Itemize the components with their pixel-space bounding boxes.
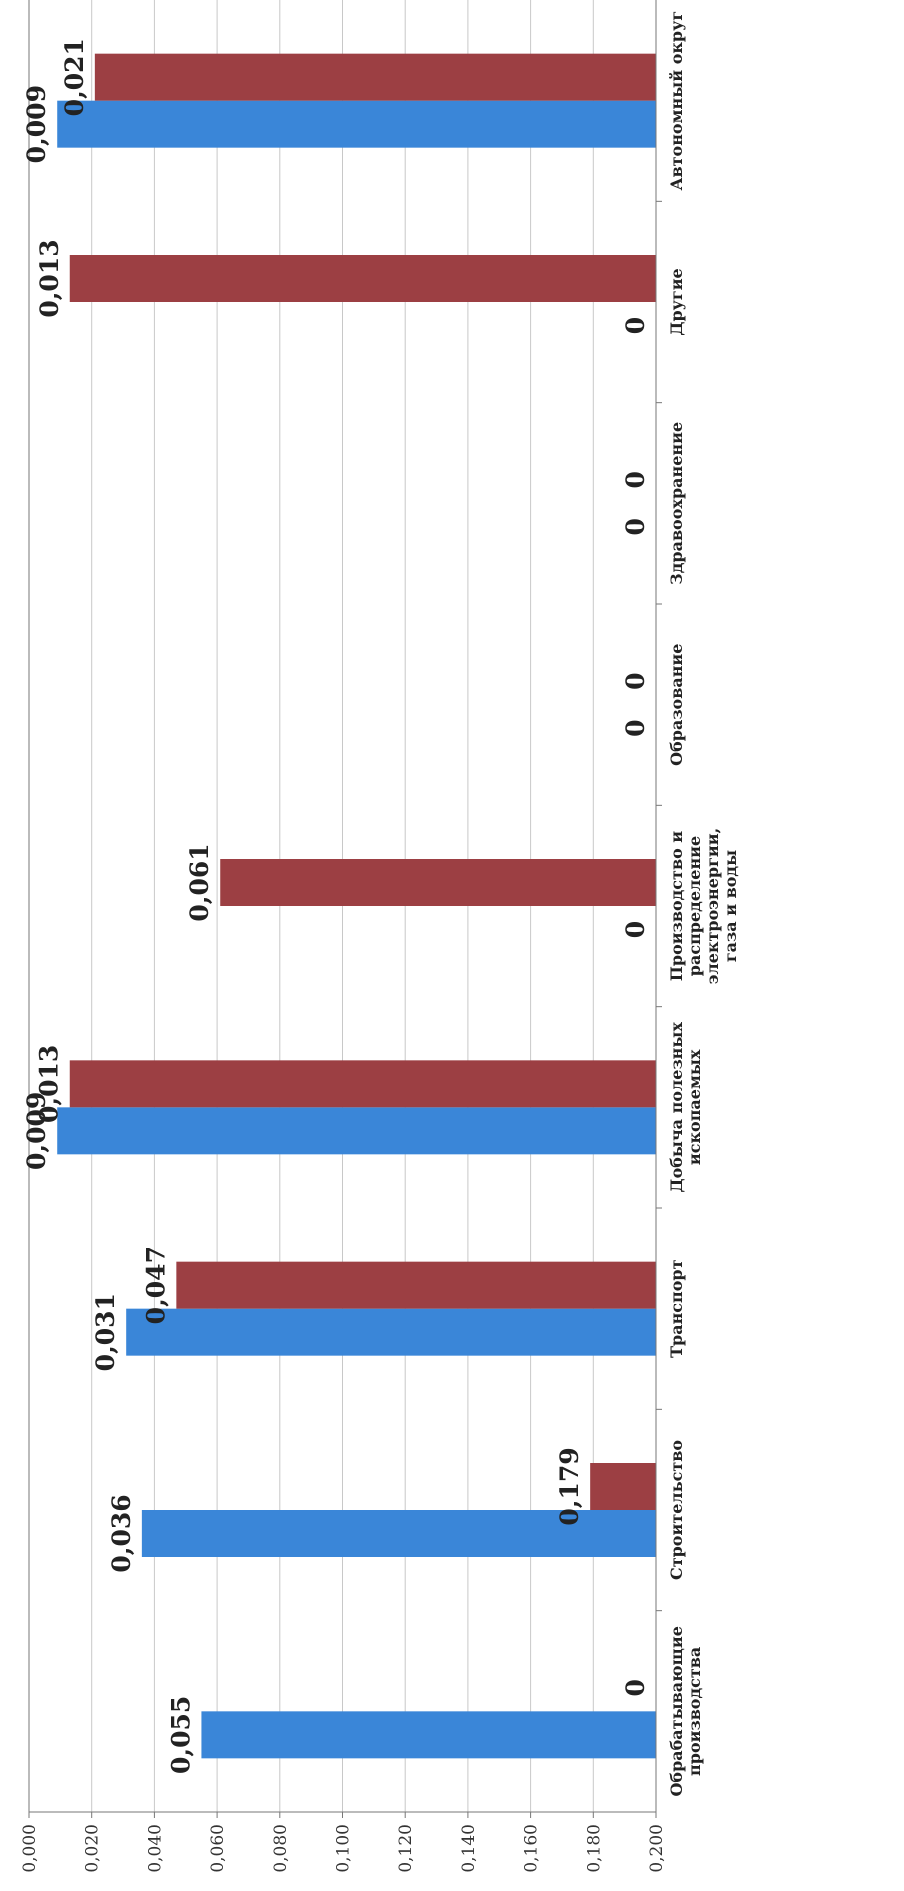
data-label: 0,009 — [22, 1092, 51, 1170]
tick-label: 0,140 — [459, 1824, 479, 1873]
bar — [69, 1060, 656, 1108]
tick-label: 0,040 — [145, 1824, 165, 1873]
bar — [201, 1711, 657, 1759]
data-label: 0,031 — [91, 1293, 120, 1371]
category-label: Здравоохранение — [667, 422, 686, 585]
data-label: 0 — [621, 921, 650, 938]
bar — [94, 53, 656, 101]
tick-label: 0,060 — [208, 1824, 228, 1873]
bar — [57, 100, 656, 148]
data-label: 0,013 — [35, 239, 64, 317]
bar — [220, 859, 657, 906]
data-label: 0,179 — [555, 1447, 584, 1525]
category-label: Обрабатывающие — [667, 1626, 686, 1796]
tick-label: 0,180 — [584, 1824, 604, 1873]
data-label: 0,061 — [185, 843, 214, 921]
bars — [57, 53, 657, 1759]
category-label: ископаемых — [685, 1049, 704, 1165]
data-label: 0 — [621, 1679, 650, 1696]
data-label: 0,009 — [22, 85, 51, 163]
data-label: 0,013 — [35, 1045, 64, 1123]
data-label: 0,021 — [60, 38, 89, 116]
bar — [590, 1463, 656, 1510]
category-label: Транспорт — [667, 1259, 686, 1357]
tick-label: 0,000 — [20, 1824, 40, 1873]
category-label: Производство и — [667, 831, 686, 982]
category-labels: Обрабатывающие производства Строительство Т… — [667, 11, 740, 1797]
category-label: распределение — [685, 836, 704, 976]
data-label: 0 — [621, 518, 650, 535]
category-label: Автономный округ — [667, 11, 686, 191]
tick-label: 0,100 — [334, 1824, 354, 1873]
data-label: 0,055 — [166, 1696, 195, 1774]
data-label: 0,036 — [107, 1494, 136, 1572]
category-label: Другие — [667, 268, 686, 336]
category-label: Добыча полезных — [667, 1022, 686, 1193]
category-label: Строительство — [667, 1440, 686, 1580]
data-label: 0,047 — [141, 1246, 170, 1324]
tick-label: 0,200 — [647, 1824, 667, 1873]
tick-label: 0,120 — [396, 1824, 416, 1873]
data-label: 0 — [621, 672, 650, 689]
bar — [141, 1510, 657, 1557]
category-label: Образование — [667, 644, 686, 766]
category-label: газа и воды — [721, 850, 740, 962]
category-label: производства — [685, 1647, 704, 1776]
axes — [28, 0, 662, 1818]
bar — [176, 1261, 656, 1309]
tick-label: 0,080 — [271, 1824, 291, 1873]
bar — [57, 1107, 656, 1155]
data-label: 0 — [621, 719, 650, 736]
data-label: 0 — [621, 317, 650, 334]
value-labels: 0,055 0,036 0,031 0,009 0 0 0 0 0,009 0 0,179 0,047… — [22, 38, 650, 1774]
tick-labels: 0,000 0,020 0,040 0,060 0,080 0,100 0,120 0,140… — [20, 1824, 667, 1873]
bar — [126, 1308, 656, 1356]
bar — [69, 255, 656, 302]
tick-label: 0,020 — [83, 1824, 103, 1873]
tick-label: 0,160 — [522, 1824, 542, 1873]
data-label: 0 — [621, 471, 650, 488]
category-label: электроэнергии, — [703, 828, 722, 984]
